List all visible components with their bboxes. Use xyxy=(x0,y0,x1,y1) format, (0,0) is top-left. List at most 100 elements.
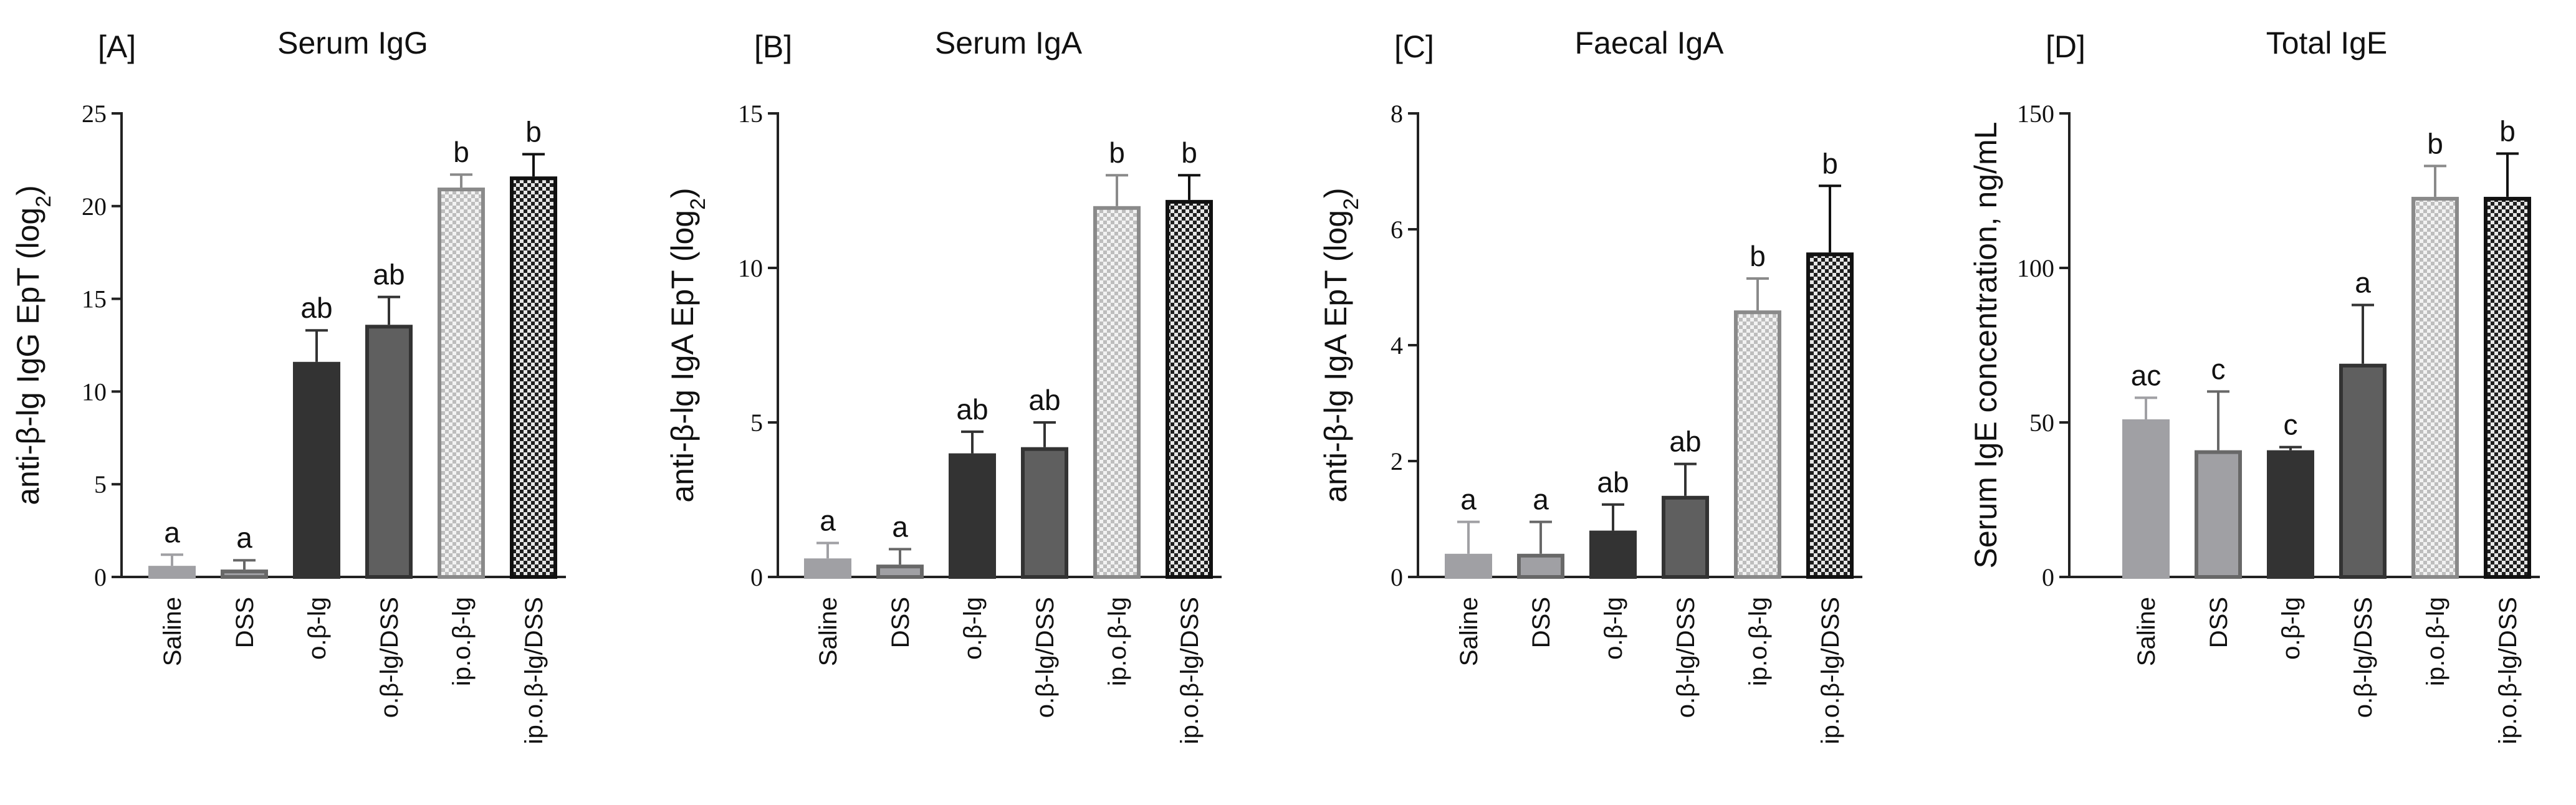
significance-label: b xyxy=(453,136,469,168)
bar-2 xyxy=(1517,553,1564,579)
y-tick-label: 8 xyxy=(1391,100,1403,128)
significance-label: ab xyxy=(1597,466,1629,498)
significance-label: c xyxy=(2211,353,2226,385)
bar-5 xyxy=(1093,206,1141,579)
category-label: Saline xyxy=(159,597,186,666)
category-label: o.β-lg/DSS xyxy=(2350,597,2377,718)
bar-5 xyxy=(438,188,485,579)
bar-6 xyxy=(510,176,557,579)
chart-panel-4: [D] Total IgE 0 50 100 150 Serum IgE concentra… xyxy=(1968,26,2540,744)
bar-6 xyxy=(1166,199,1213,579)
category-label: o.β-lg/DSS xyxy=(376,597,403,718)
y-tick-label: 50 xyxy=(2029,409,2054,437)
bar-4 xyxy=(2339,363,2387,579)
chart-title: Serum IgA xyxy=(935,26,1083,60)
category-label: ip.o.β-lg xyxy=(1104,597,1131,686)
category-label: o.β-lg xyxy=(2277,597,2305,660)
category-label: DSS xyxy=(2205,597,2233,648)
chart-title: Faecal IgA xyxy=(1574,26,1724,60)
bar-1 xyxy=(148,566,196,579)
chart-panel-3: [C] Faecal IgA 0 2 4 6 8 anti-β-lg IgA EpT (log… xyxy=(1318,26,1862,744)
chart-title: Total IgE xyxy=(2266,26,2388,60)
significance-label: a xyxy=(164,516,180,548)
category-label: o.β-lg/DSS xyxy=(1672,597,1700,718)
significance-label: a xyxy=(1533,483,1549,516)
significance-label: b xyxy=(525,115,542,148)
y-tick-label: 2 xyxy=(1391,447,1403,475)
category-label: ip.o.β-lg xyxy=(2422,597,2449,686)
significance-label: a xyxy=(1460,483,1477,516)
panel-letter: [C] xyxy=(1394,29,1434,64)
y-axis-label: anti-β-lg IgA EpT (log2) xyxy=(665,188,710,502)
category-label: DSS xyxy=(1528,597,1555,648)
significance-label: ab xyxy=(300,292,332,324)
category-label: ip.o.β-lg/DSS xyxy=(520,597,548,744)
significance-label: b xyxy=(1109,136,1125,169)
significance-label: b xyxy=(2499,115,2516,147)
y-tick-label: 100 xyxy=(2017,254,2054,282)
significance-label: ab xyxy=(1028,384,1060,416)
bar-2 xyxy=(876,564,924,579)
bar-6 xyxy=(2484,196,2531,579)
bar-3 xyxy=(1589,530,1637,579)
category-label: o.β-lg/DSS xyxy=(1032,597,1059,718)
y-tick-label: 150 xyxy=(2017,100,2054,128)
chart-title: Serum IgG xyxy=(277,26,428,60)
bar-4 xyxy=(1662,495,1709,579)
significance-label: ab xyxy=(956,393,988,426)
bar-4 xyxy=(365,325,413,579)
chart-panel-2: [B] Serum IgA 0 5 10 15 anti-β-lg IgA EpT (log… xyxy=(665,26,1222,744)
y-tick-label: 5 xyxy=(750,409,763,437)
category-label: o.β-lg xyxy=(1600,597,1627,660)
category-label: ip.o.β-lg xyxy=(448,597,476,686)
y-tick-label: 20 xyxy=(82,193,107,221)
category-label: DSS xyxy=(231,597,259,648)
bar-1 xyxy=(1445,553,1492,579)
significance-label: ab xyxy=(373,259,405,291)
y-tick-label: 0 xyxy=(2042,563,2054,591)
y-tick-label: 10 xyxy=(82,378,107,406)
bar-1 xyxy=(804,558,851,579)
category-label: ip.o.β-lg xyxy=(1745,597,1772,686)
significance-label: b xyxy=(1750,240,1766,272)
category-label: DSS xyxy=(887,597,914,648)
category-label: Saline xyxy=(2133,597,2160,666)
y-tick-label: 15 xyxy=(738,100,763,128)
panel-letter: [A] xyxy=(98,29,136,64)
y-tick-label: 5 xyxy=(94,470,107,498)
significance-label: ab xyxy=(1669,426,1701,458)
category-label: ip.o.β-lg/DSS xyxy=(1817,597,1844,744)
y-axis-label: anti-β-lg IgG EpT (log2) xyxy=(11,185,55,505)
y-tick-label: 25 xyxy=(82,100,107,128)
bar-1 xyxy=(2122,419,2170,579)
y-tick-label: 10 xyxy=(738,254,763,282)
bar-2 xyxy=(221,569,268,579)
category-label: o.β-lg xyxy=(304,597,331,660)
y-tick-label: 4 xyxy=(1391,331,1403,360)
y-tick-label: 0 xyxy=(94,563,107,591)
category-label: o.β-lg xyxy=(959,597,987,660)
significance-label: ac xyxy=(2131,359,2162,391)
category-label: ip.o.β-lg/DSS xyxy=(1176,597,1204,744)
y-tick-label: 6 xyxy=(1391,216,1403,244)
significance-label: a xyxy=(236,522,252,554)
significance-label: b xyxy=(2427,127,2443,160)
y-tick-label: 0 xyxy=(1391,563,1403,591)
y-axis-label: Serum IgE concentration, ng/mL xyxy=(1968,121,2003,568)
category-label: Saline xyxy=(1455,597,1483,666)
significance-label: a xyxy=(892,510,908,543)
significance-label: c xyxy=(2284,409,2298,441)
significance-label: b xyxy=(1181,136,1197,169)
bar-3 xyxy=(2267,450,2314,579)
y-tick-label: 15 xyxy=(82,285,107,313)
significance-label: b xyxy=(1822,147,1838,179)
significance-label: a xyxy=(2355,267,2371,299)
bar-5 xyxy=(2411,196,2459,579)
panel-letter: [B] xyxy=(754,29,792,64)
bar-3 xyxy=(949,453,996,579)
panel-letter: [D] xyxy=(2046,29,2085,64)
bar-2 xyxy=(2195,450,2242,579)
chart-panel-1: [A] Serum IgG 0 5 10 15 20 25 anti-β-lg IgG EpT … xyxy=(11,26,566,744)
category-label: ip.o.β-lg/DSS xyxy=(2494,597,2522,744)
